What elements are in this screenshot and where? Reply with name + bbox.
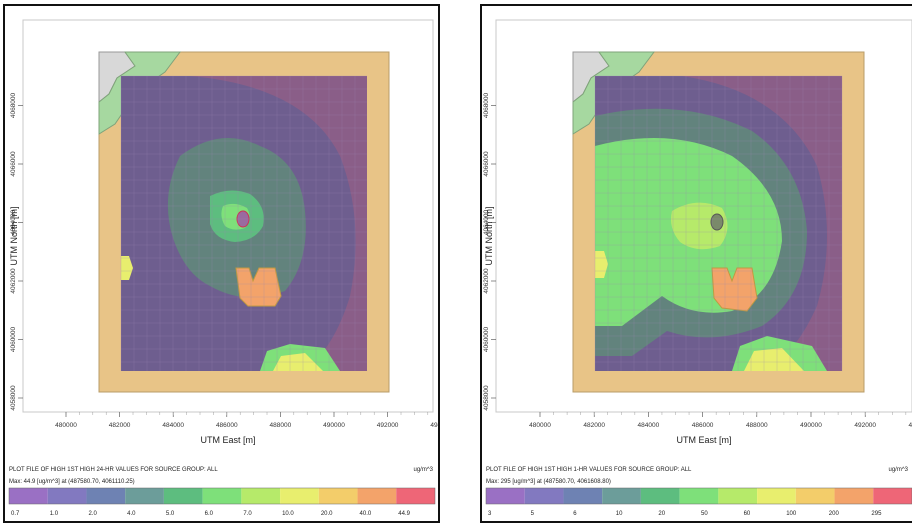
chart-panel-1hr: 480000 482000 484000 486000 488000 490000 4920… [480, 4, 912, 523]
x-tick-label: 492000 [854, 422, 876, 429]
legend-level-label: 5 [531, 511, 535, 517]
legend-swatch [757, 488, 796, 504]
legend-level-label: 44.9 [398, 511, 410, 517]
y-tick-label: 4066000 [483, 151, 490, 177]
x-tick-label: 486000 [692, 422, 714, 429]
units-label: ug/m^3 [414, 467, 434, 473]
y-axis-label: UTM North [m] [484, 206, 494, 265]
legend-level-label: 7.0 [243, 511, 252, 517]
legend-level-label: 40.0 [360, 511, 372, 517]
contour-plot-24hr: 480000 482000 484000 486000 488000 490000 4920… [8, 19, 438, 517]
max-value-text: Max: 44.9 [ug/m^3] at (487580.70, 406111… [9, 479, 135, 485]
legend-frame [485, 487, 912, 505]
legend-level-label: 6 [573, 511, 577, 517]
y-tick-label: 4062000 [483, 268, 490, 294]
x-tick-label: 488000 [270, 422, 292, 429]
max-value-text: Max: 295 [ug/m^3] at (487580.70, 4061608… [486, 479, 611, 485]
legend-swatch [563, 488, 603, 504]
x-tick-label: 484000 [162, 422, 184, 429]
legend-level-label: 3 [488, 511, 492, 517]
legend-level-label: 20.0 [321, 511, 333, 517]
legend-level-label: 50 [701, 511, 708, 517]
legend-level-label: 200 [829, 511, 840, 517]
x-axis-label: UTM East [m] [676, 435, 731, 445]
legend-level-label: 6.0 [205, 511, 214, 517]
x-tick-label: 490000 [800, 422, 822, 429]
contour-plot-1hr: 480000 482000 484000 486000 488000 490000 4920… [483, 19, 912, 517]
legend-swatch [602, 488, 641, 504]
y-axis: 4058000 4060000 4062000 4064000 4066000 40680… [10, 92, 23, 411]
x-tick-label: 494000 [430, 422, 438, 429]
x-tick-label: 482000 [109, 422, 131, 429]
receptor-grid [594, 75, 843, 371]
legend-level-label: 100 [786, 511, 797, 517]
chart-panel-24hr: 480000 482000 484000 486000 488000 490000 4920… [3, 4, 440, 523]
terrain-contour [98, 51, 181, 135]
legend-swatch [125, 488, 164, 504]
x-tick-label: 484000 [638, 422, 660, 429]
legend-level-label: 10 [616, 511, 623, 517]
plot-caption: PLOT FILE OF HIGH 1ST HIGH 24-HR VALUES … [9, 467, 218, 473]
y-tick-label: 4058000 [10, 385, 17, 411]
legend-frame [8, 487, 436, 505]
y-tick-label: 4064000 [10, 209, 17, 235]
x-tick-label: 490000 [323, 422, 345, 429]
x-tick-label: 494000 [909, 422, 912, 429]
legend-swatch [318, 488, 358, 504]
y-tick-label: 4058000 [483, 385, 490, 411]
x-axis-label: UTM East [m] [200, 435, 255, 445]
x-axis: 480000 482000 484000 486000 488000 490000 4920… [55, 412, 438, 429]
concentration-field [121, 76, 367, 371]
legend-swatch [241, 488, 281, 504]
legend-level-label: 20 [658, 511, 665, 517]
color-legend: 3 5 6 10 20 50 60 100 200 295 [485, 487, 912, 517]
legend-swatch [202, 488, 242, 504]
legend-level-label: 10.0 [282, 511, 294, 517]
y-tick-label: 4060000 [10, 326, 17, 352]
legend-swatch [9, 488, 48, 504]
plot-caption: PLOT FILE OF HIGH 1ST HIGH 1-HR VALUES F… [486, 467, 692, 473]
x-tick-label: 480000 [529, 422, 551, 429]
legend-swatch [486, 488, 525, 504]
x-tick-label: 488000 [746, 422, 768, 429]
x-tick-label: 480000 [55, 422, 77, 429]
legend-swatch [86, 488, 126, 504]
y-tick-label: 4062000 [10, 268, 17, 294]
x-tick-label: 486000 [216, 422, 238, 429]
legend-swatch [834, 488, 874, 504]
x-tick-label: 482000 [583, 422, 605, 429]
legend-level-label: 2.0 [88, 511, 97, 517]
legend-swatch [873, 488, 912, 504]
concentration-field [595, 76, 842, 371]
legend-swatch [357, 488, 397, 504]
legend-swatch [163, 488, 203, 504]
legend-swatch [524, 488, 564, 504]
y-axis: 4058000 4060000 4062000 4064000 4066000 40680… [483, 92, 496, 411]
y-tick-label: 4064000 [483, 209, 490, 235]
x-tick-label: 492000 [377, 422, 399, 429]
terrain-contour [572, 51, 655, 135]
y-tick-label: 4060000 [483, 326, 490, 352]
x-axis: 480000 482000 484000 486000 488000 490000 4920… [529, 412, 912, 429]
legend-level-label: 60 [744, 511, 751, 517]
y-tick-label: 4066000 [10, 151, 17, 177]
legend-level-label: 295 [871, 511, 882, 517]
receptor-grid [120, 75, 367, 371]
color-legend: 0.7 1.0 2.0 4.0 5.0 6.0 7.0 10.0 20.0 40.0 44.9 [8, 487, 436, 517]
legend-level-label: 1.0 [50, 511, 59, 517]
legend-swatch [396, 488, 435, 504]
legend-level-label: 0.7 [11, 511, 20, 517]
legend-level-label: 5.0 [166, 511, 175, 517]
legend-swatch [47, 488, 87, 504]
units-label: ug/m^3 [889, 467, 909, 473]
y-tick-label: 4068000 [483, 92, 490, 118]
legend-swatch [640, 488, 680, 504]
y-tick-label: 4068000 [10, 92, 17, 118]
legend-swatch [280, 488, 319, 504]
y-axis-label: UTM North [m] [9, 206, 19, 265]
legend-swatch [679, 488, 719, 504]
legend-swatch [718, 488, 758, 504]
legend-level-label: 4.0 [127, 511, 136, 517]
legend-swatch [795, 488, 835, 504]
